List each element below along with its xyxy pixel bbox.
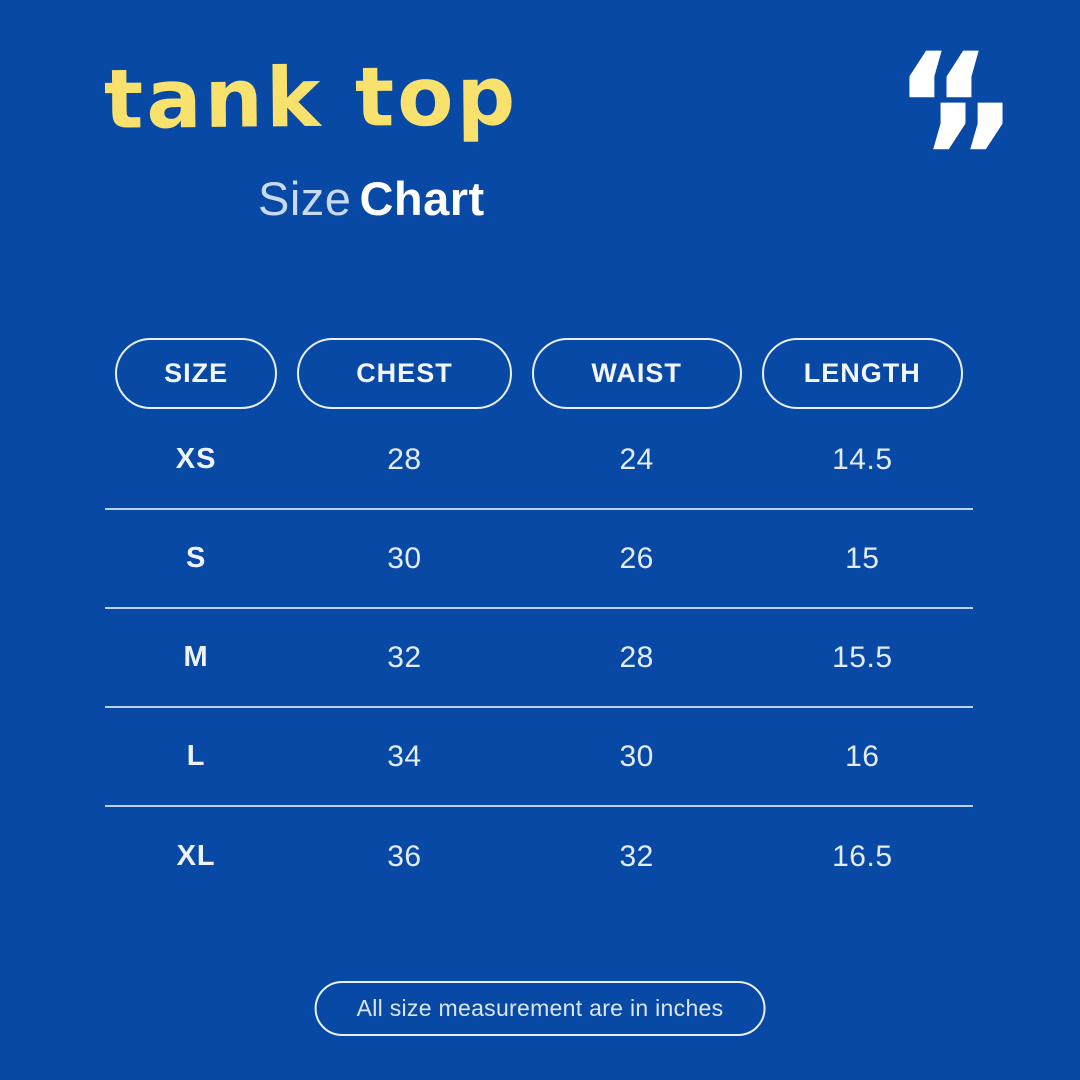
column-header-waist: WAIST: [531, 338, 742, 409]
cell-waist: 28: [619, 640, 654, 674]
cell-chest: 28: [387, 442, 422, 476]
table-row-m: M 32 28 15.5: [105, 609, 973, 708]
cell-waist: 24: [619, 442, 654, 476]
cell-size: XS: [175, 443, 217, 475]
cell-waist: 26: [619, 541, 654, 575]
cell-size: M: [183, 641, 209, 673]
close-quote-glyph: ”: [919, 74, 1018, 248]
subtitle-regular-text: Size: [258, 172, 352, 225]
size-table: SIZE CHEST WAIST LENGTH XS 28 24 14.5 S …: [105, 338, 973, 906]
cell-length: 16: [845, 739, 880, 773]
cell-length: 15: [845, 541, 880, 575]
column-header-size: SIZE: [115, 338, 278, 409]
table-row-xs: XS 28 24 14.5: [105, 411, 973, 510]
table-header-row: SIZE CHEST WAIST LENGTH: [105, 338, 973, 409]
quotation-marks-icon: “ ”: [894, 34, 1018, 236]
column-header-chest: CHEST: [297, 338, 512, 409]
units-note-badge: All size measurement are in inches: [314, 981, 766, 1036]
cell-waist: 32: [619, 839, 654, 873]
cell-length: 15.5: [832, 640, 893, 674]
subtitle-bold-text: Chart: [359, 172, 485, 225]
cell-waist: 30: [619, 739, 654, 773]
table-body: XS 28 24 14.5 S 30 26 15 M 32 28 15.5 L …: [105, 411, 973, 906]
cell-chest: 32: [387, 640, 422, 674]
page-subtitle: Size Chart: [258, 174, 485, 223]
cell-length: 14.5: [832, 442, 893, 476]
table-row-l: L 34 30 16: [105, 708, 973, 807]
table-row-xl: XL 36 32 16.5: [105, 807, 973, 906]
column-header-length: LENGTH: [761, 338, 963, 409]
cell-size: S: [185, 542, 207, 574]
page-title: tank top: [103, 49, 519, 148]
cell-size: L: [186, 740, 206, 772]
cell-chest: 34: [387, 739, 422, 773]
cell-chest: 30: [387, 541, 422, 575]
cell-chest: 36: [387, 839, 422, 873]
cell-length: 16.5: [832, 839, 893, 873]
table-row-s: S 30 26 15: [105, 510, 973, 609]
cell-size: XL: [176, 840, 216, 872]
